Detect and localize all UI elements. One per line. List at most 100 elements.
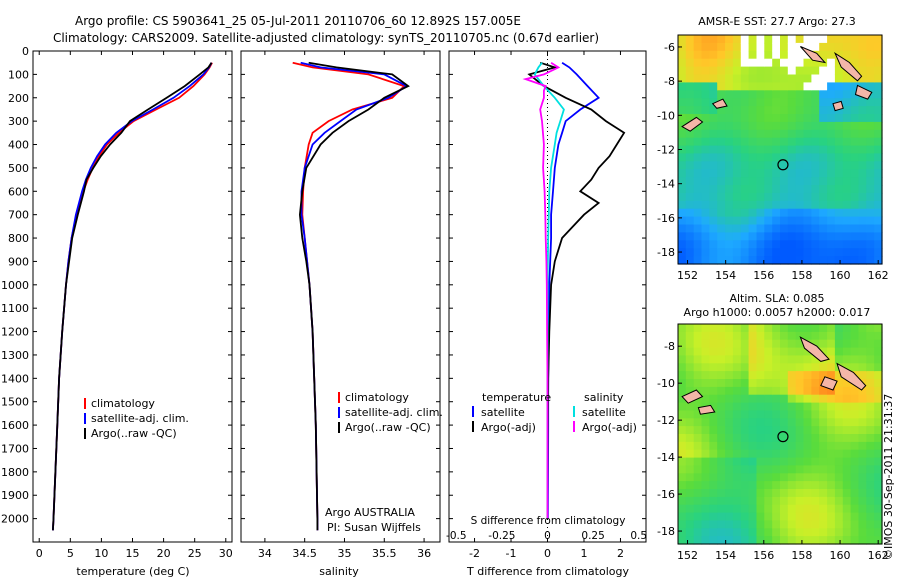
heatmap-cell xyxy=(780,481,789,490)
heatmap-cell xyxy=(819,528,828,537)
heatmap-cell xyxy=(858,42,867,52)
heatmap-cell xyxy=(685,512,695,522)
heatmap-cell xyxy=(811,114,820,123)
heatmap-cell xyxy=(819,216,828,226)
heatmap-cell xyxy=(732,192,742,202)
heatmap-cell xyxy=(717,129,726,139)
heatmap-cell xyxy=(740,473,750,482)
heatmap-cell xyxy=(678,35,687,44)
heatmap-cell xyxy=(819,536,828,545)
heatmap-cell xyxy=(748,129,757,139)
heatmap-cell xyxy=(834,74,844,83)
heatmap-cell xyxy=(842,520,852,529)
heatmap-cell xyxy=(803,355,812,364)
heatmap-cell xyxy=(764,410,773,419)
heatmap-cell xyxy=(717,489,726,498)
heatmap-cell xyxy=(874,434,883,443)
heatmap-cell xyxy=(819,153,828,162)
heatmap-cell xyxy=(740,339,750,349)
heatmap-cell xyxy=(827,50,836,60)
heatmap-cell xyxy=(725,90,734,99)
heatmap-cell xyxy=(842,137,852,147)
heatmap-cell xyxy=(780,331,789,341)
heatmap-cell xyxy=(678,58,687,68)
heatmap-cell xyxy=(780,121,789,131)
heatmap-cell xyxy=(732,496,742,506)
heatmap-cell xyxy=(740,82,750,91)
heatmap-cell xyxy=(795,224,805,233)
heatmap-cell xyxy=(725,82,734,91)
heatmap-cell xyxy=(858,200,867,210)
heatmap-cell xyxy=(740,449,750,459)
heatmap-cell xyxy=(685,379,695,388)
heatmap-cell xyxy=(803,224,812,233)
heatmap-cell xyxy=(827,473,836,482)
heatmap-cell xyxy=(827,35,836,44)
y-tick-label: 1700 xyxy=(1,442,29,455)
argo-position-marker xyxy=(777,159,789,171)
lat-tick-label: -12 xyxy=(657,414,675,427)
island xyxy=(833,51,863,82)
heatmap-cell xyxy=(748,324,757,333)
heatmap-cell xyxy=(795,256,805,265)
island xyxy=(800,46,827,64)
heatmap-cell xyxy=(725,224,734,233)
heatmap-cell xyxy=(772,90,781,99)
heatmap-cell xyxy=(693,256,703,265)
heatmap-cell xyxy=(748,169,757,178)
heatmap-cell xyxy=(803,481,812,490)
heatmap-cell xyxy=(709,98,718,107)
heatmap-cell xyxy=(834,169,844,178)
heatmap-cell xyxy=(842,121,852,131)
heatmap-cell xyxy=(795,192,805,202)
heatmap-cell xyxy=(685,58,695,68)
island xyxy=(711,98,728,109)
heatmap-cell xyxy=(787,457,797,467)
heatmap-cell xyxy=(732,42,742,52)
heatmap-cell xyxy=(748,441,757,451)
heatmap-cell xyxy=(701,449,710,459)
heatmap-cell xyxy=(819,82,828,91)
heatmap-cell xyxy=(850,121,859,131)
heatmap-cell xyxy=(685,441,695,451)
heatmap-cell xyxy=(874,208,883,218)
heatmap-cell xyxy=(834,402,844,412)
heatmap-cell xyxy=(866,386,875,396)
heatmap-cell xyxy=(842,489,852,498)
heatmap-cell xyxy=(866,363,875,372)
heatmap-cell xyxy=(685,402,695,412)
heatmap-cell xyxy=(693,74,703,83)
x-tick-label: -2 xyxy=(469,547,480,560)
heatmap-cell xyxy=(693,441,703,451)
heatmap-cell xyxy=(850,169,859,178)
heatmap-cell xyxy=(732,58,742,68)
heatmap-cell xyxy=(772,394,781,404)
heatmap-cell xyxy=(858,129,867,139)
heatmap-cell xyxy=(780,66,789,76)
heatmap-cell xyxy=(756,74,765,83)
heatmap-cell xyxy=(740,394,750,404)
heatmap-cell xyxy=(842,379,852,388)
heatmap-cell xyxy=(764,98,773,107)
heatmap-cell xyxy=(685,504,695,514)
heatmap-cell xyxy=(756,324,765,333)
heatmap-cell xyxy=(678,496,687,506)
heatmap-cell xyxy=(874,216,883,226)
lon-tick-label: 158 xyxy=(791,269,812,282)
heatmap-cell xyxy=(701,496,710,506)
heatmap-cell xyxy=(858,177,867,186)
lon-tick-label: 160 xyxy=(830,549,851,562)
heatmap-cell xyxy=(842,324,852,333)
heatmap-cell xyxy=(725,441,734,451)
x-tick-label: 35 xyxy=(337,547,351,560)
heatmap-cell xyxy=(795,520,805,529)
heatmap-cell xyxy=(803,457,812,467)
heatmap-cell xyxy=(732,418,742,427)
heatmap-cell xyxy=(780,129,789,139)
heatmap-cell xyxy=(764,50,773,60)
heatmap-cell xyxy=(842,441,852,451)
heatmap-cell xyxy=(717,379,726,388)
heatmap-cell xyxy=(827,232,836,241)
heatmap-cell xyxy=(780,114,789,123)
heatmap-cell xyxy=(678,98,687,107)
